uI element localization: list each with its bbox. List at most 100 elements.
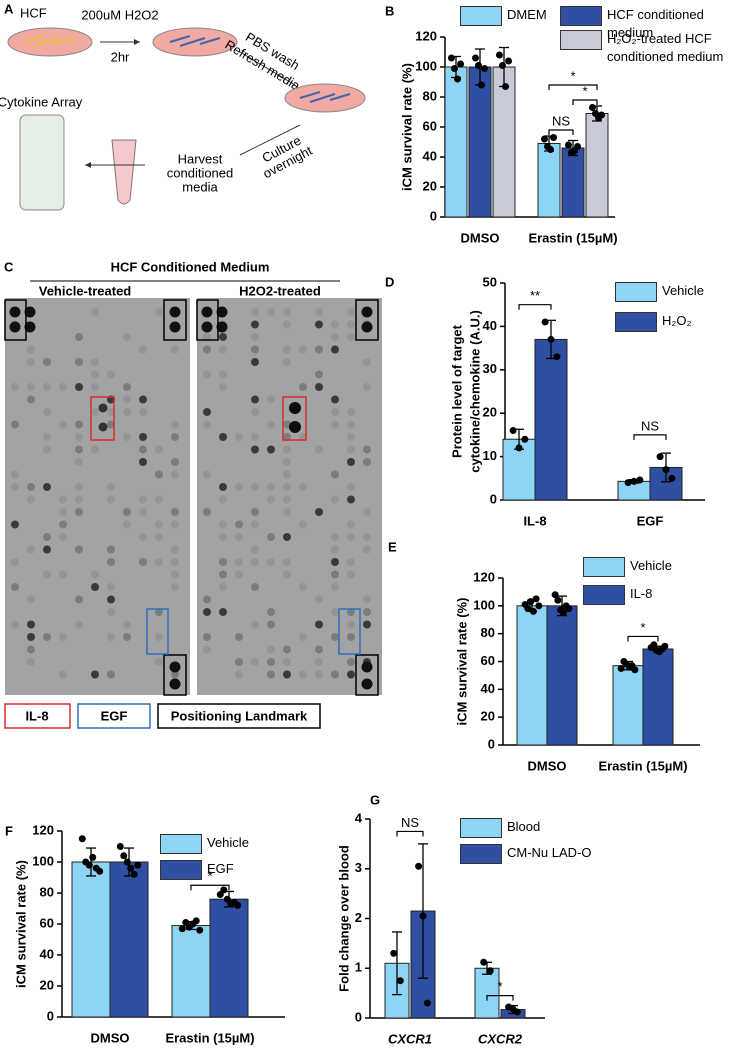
array-spot (283, 495, 291, 504)
arrow-head (85, 162, 91, 168)
array-spot (363, 445, 371, 454)
legend-box (77, 703, 151, 729)
legend-label: IL-8 (25, 708, 48, 723)
array-spot (91, 445, 99, 454)
array-spot (155, 558, 163, 566)
array-spot (43, 408, 51, 416)
array-spot (347, 320, 355, 329)
array-spot (331, 408, 339, 416)
y-tick-label: 4 (355, 810, 363, 825)
cells (299, 91, 351, 103)
data-point (551, 591, 559, 599)
array-spot (219, 570, 227, 579)
array-spot (43, 570, 51, 579)
array-spot (235, 433, 243, 441)
y-tick-label: 2 (355, 910, 362, 925)
array-spot (267, 445, 275, 454)
y-tick-label: 0 (355, 1009, 362, 1024)
array-spot (107, 608, 115, 616)
data-point (481, 65, 489, 72)
landmark-spot (169, 678, 181, 690)
array-spot (235, 658, 243, 666)
array-spot (107, 408, 115, 416)
array-spot (59, 520, 67, 529)
array-spot (59, 670, 67, 679)
data-point (527, 598, 535, 606)
array-spot (155, 658, 163, 666)
bar (444, 66, 468, 218)
array-spot (347, 495, 355, 504)
y-tick-label: 100 (415, 58, 437, 73)
array-spot (315, 645, 323, 654)
array-spot (219, 608, 227, 616)
array-spot (203, 333, 211, 341)
data-point (196, 926, 204, 934)
array-spot (347, 433, 355, 441)
data-point (85, 861, 93, 869)
error-bar (86, 847, 96, 877)
y-tick-label: 120 (32, 822, 54, 837)
data-point (524, 605, 532, 613)
significance-label: ** (530, 288, 540, 303)
array-spot (107, 495, 115, 504)
bar (171, 925, 211, 1018)
array-subtitle: Vehicle-treated (39, 283, 132, 298)
array-spot (203, 508, 211, 516)
landmark-spot (361, 306, 373, 318)
legend-box (4, 703, 71, 729)
y-axis-label: Fold change over blood (336, 845, 351, 992)
array-spot (91, 570, 99, 579)
array-spot (267, 558, 275, 566)
array-spot (11, 558, 19, 566)
array-spot (219, 533, 227, 541)
step-label: 2hr (111, 49, 130, 64)
array-spot (123, 408, 131, 416)
y-axis-label: iCM survival rate (%) (399, 63, 414, 191)
legend-swatch (560, 30, 602, 50)
array-spot (315, 345, 323, 354)
landmark-box (163, 299, 187, 341)
array-spot (363, 358, 371, 366)
legend-label: EGF (207, 861, 234, 876)
bar (474, 967, 500, 1019)
legend-item: DMEM (460, 6, 547, 26)
array-spot (59, 508, 67, 516)
array-spot (331, 558, 339, 566)
array-spot (43, 545, 51, 554)
array-spot (91, 408, 99, 416)
data-point (116, 843, 124, 850)
arrow-head (134, 39, 140, 45)
array-spot (75, 620, 83, 629)
data-point (390, 949, 398, 957)
array-spot (123, 620, 131, 629)
array-spot (139, 495, 147, 504)
data-point (547, 146, 555, 153)
array-spot (123, 433, 131, 441)
data-point (502, 83, 510, 90)
array-spot (363, 595, 371, 604)
array-spot (171, 558, 179, 566)
y-tick-label: 0 (488, 736, 495, 751)
data-point (521, 435, 529, 443)
data-point (547, 335, 555, 343)
array-spot (139, 345, 147, 354)
array-spot (251, 358, 259, 366)
array-spot (347, 445, 355, 454)
array-spot (155, 633, 163, 641)
array-spot (75, 458, 83, 466)
y-tick-label: 0 (490, 491, 497, 506)
array-spot (235, 483, 243, 491)
array-spot (107, 558, 115, 566)
bar (612, 665, 644, 746)
significance-bracket (518, 304, 552, 310)
landmark-spot (361, 321, 373, 333)
data-point (554, 596, 562, 604)
data-point (624, 479, 632, 487)
array-spot (59, 420, 67, 429)
array-spot (251, 333, 259, 341)
array-spot (315, 320, 323, 329)
legend-item: Vehicle (583, 557, 672, 577)
legend-item: Vehicle (615, 282, 704, 302)
y-tick-label: 60 (423, 118, 437, 133)
cells (24, 35, 76, 47)
